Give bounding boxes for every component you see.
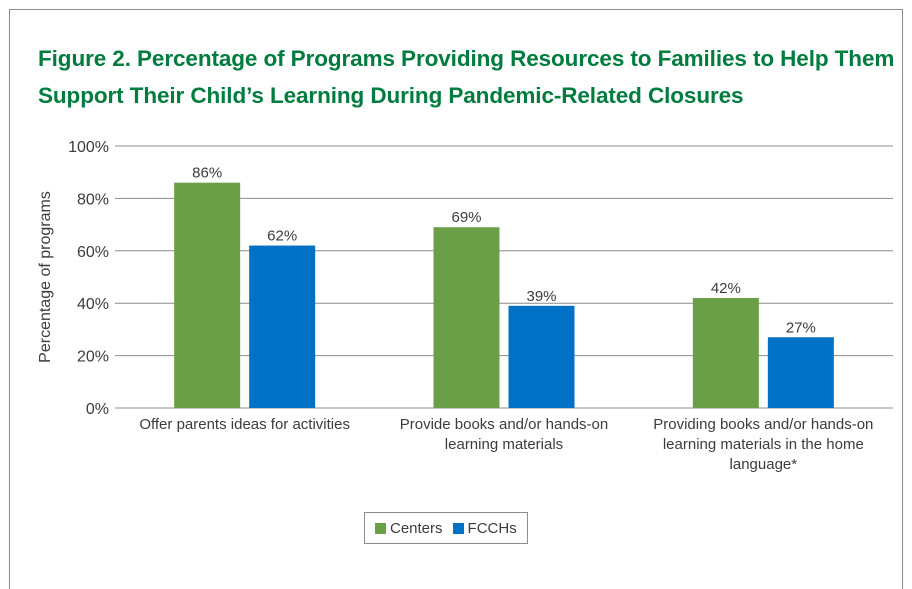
data-label: 69%	[451, 209, 481, 226]
bar-centers-2	[692, 297, 759, 408]
bar-centers-1	[433, 227, 500, 408]
legend-item-fcchs: FCCHs	[452, 519, 517, 537]
x-category-label: Providing books and/or hands-on	[653, 416, 873, 433]
bar-fcchs-0	[249, 245, 316, 408]
figure-frame	[9, 9, 903, 589]
legend-label-centers: Centers	[390, 519, 443, 537]
bar-fcchs-1	[508, 305, 575, 408]
y-tick-label: 20%	[77, 349, 109, 366]
x-category-label: Provide books and/or hands-on	[400, 416, 608, 433]
legend-label-fcchs: FCCHs	[467, 519, 517, 537]
y-axis-label: Percentage of programs	[37, 191, 54, 363]
data-label: 62%	[267, 228, 297, 245]
data-label: 39%	[526, 288, 556, 305]
bar-fcchs-2	[767, 337, 834, 408]
legend-swatch-centers	[375, 522, 386, 534]
bar-chart: 0% 20% 40% 60% 80% 100% Percentage of programs…	[37, 139, 893, 473]
data-label: 27%	[786, 319, 816, 336]
x-category-label: learning materials in the home	[663, 436, 864, 453]
y-tick-label: 60%	[77, 244, 109, 261]
legend-swatch-fcchs	[452, 522, 464, 534]
y-tick-label: 40%	[77, 296, 109, 313]
legend-item-centers: Centers	[375, 520, 443, 537]
x-category-label: Offer parents ideas for activities	[139, 416, 350, 433]
x-category-label: language*	[730, 456, 798, 473]
x-category-label: learning materials	[445, 436, 563, 453]
y-tick-label: 0%	[86, 401, 109, 418]
bar-centers-0	[174, 182, 241, 408]
data-label: 42%	[711, 280, 741, 297]
chart-legend: Centers FCCHs	[364, 512, 528, 544]
data-label: 86%	[192, 165, 222, 182]
y-tick-label: 100%	[68, 139, 109, 156]
y-tick-label: 80%	[77, 191, 109, 208]
figure-title: Figure 2. Percentage of Programs Providi…	[38, 46, 895, 108]
